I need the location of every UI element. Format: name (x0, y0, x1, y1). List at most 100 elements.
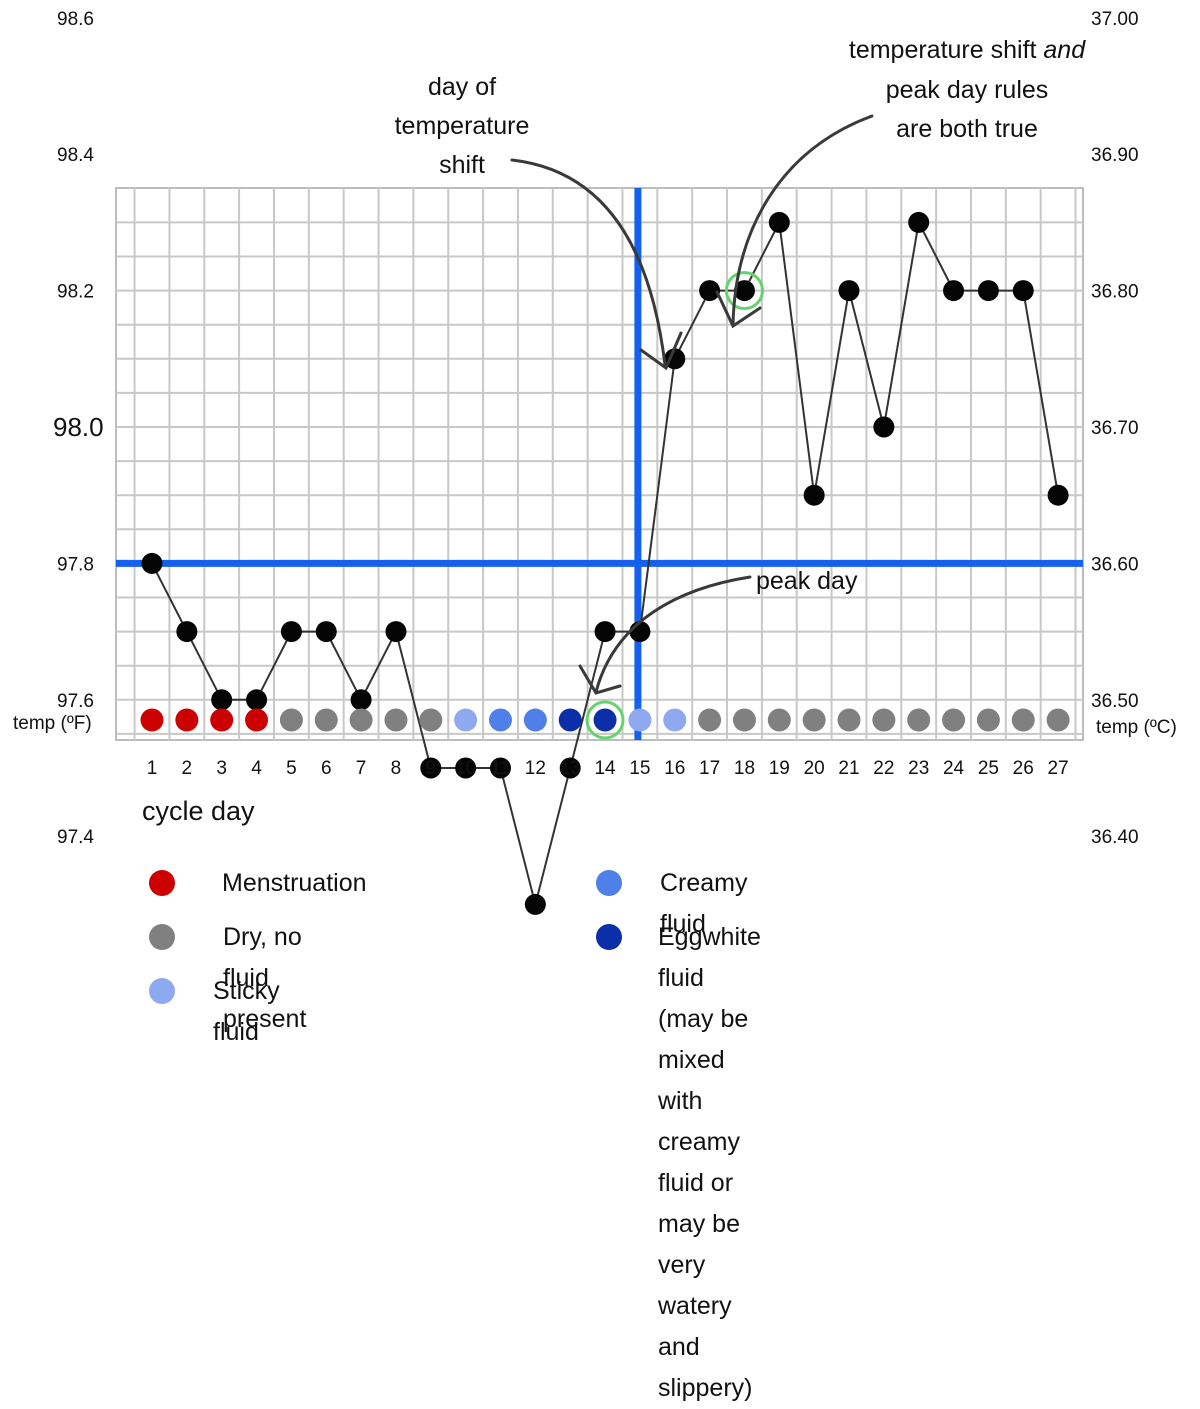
legend-swatch-dry (149, 924, 175, 950)
fluid-marker-dry (732, 708, 756, 732)
arrow-to-peak-day (594, 575, 752, 694)
x-tick-label: 16 (664, 758, 685, 779)
y-tick-label-c: 36.60 (1091, 554, 1139, 575)
x-tick-label: 17 (699, 758, 720, 779)
fluid-marker-eggwhite (558, 708, 582, 732)
fluid-marker-sticky (628, 708, 652, 732)
temperature-point (350, 689, 372, 711)
temperature-point (1047, 484, 1069, 506)
legend-label-sticky: Sticky fluid (213, 977, 280, 1046)
y-tick-label-c: 36.70 (1091, 418, 1139, 439)
x-tick-label: 24 (943, 758, 965, 779)
x-tick-label: 5 (286, 758, 297, 779)
temperature-point (141, 552, 163, 574)
temperature-point (699, 280, 721, 302)
temperature-point (873, 416, 895, 438)
temperature-point (733, 280, 755, 302)
x-tick-label: 10 (455, 758, 476, 779)
y-tick-label-f: 97.8 (57, 554, 94, 575)
arrowhead (639, 331, 683, 371)
fluid-marker-dry (314, 708, 338, 732)
temperature-point (664, 348, 686, 370)
x-tick-label: 21 (838, 758, 859, 779)
x-tick-label: 3 (216, 758, 227, 779)
x-tick-label: 23 (908, 758, 929, 779)
arrowhead (578, 664, 622, 695)
temperature-point (490, 757, 511, 779)
legend-label-creamy: Creamy fluid (660, 869, 748, 938)
y-axis-label-celsius: temp (ºC) (1096, 717, 1177, 738)
fluid-marker-eggwhite (593, 708, 617, 732)
fluid-marker-sticky (454, 708, 478, 732)
reference-lines (116, 188, 1083, 740)
legend-swatch-creamy (596, 870, 622, 896)
x-tick-label: 14 (594, 758, 616, 779)
temperature-point (524, 893, 546, 915)
fertility-chart: temp (ºF) temp (ºC) cycle day 98.698.498… (13, 9, 1177, 915)
y-tick-label-f: 98.4 (57, 145, 94, 166)
temperature-point (594, 621, 616, 643)
x-tick-label: 13 (560, 758, 581, 779)
annotation-day-of-shift: day of temperature shift (395, 73, 530, 179)
x-tick-label: 6 (321, 758, 332, 779)
temperature-point (385, 621, 407, 643)
legend-label-dry: Dry, no fluid present (223, 923, 307, 1033)
fluid-marker-sticky (663, 708, 687, 732)
arrow-to-rules-true (731, 114, 874, 327)
x-axis-label: cycle day (142, 796, 255, 826)
fluid-marker-dry (976, 708, 1000, 732)
y-tick-label-f: 98.0 (53, 412, 104, 442)
x-tick-label: 11 (491, 758, 511, 779)
legend-swatch-menstruation (149, 870, 175, 896)
x-tick-label: 22 (873, 758, 894, 779)
x-tick-label: 9 (426, 758, 437, 779)
temperature-point (246, 689, 268, 711)
rules-true-circle (724, 271, 764, 311)
x-tick-label: 1 (147, 758, 158, 779)
legend-swatch-sticky (149, 978, 175, 1004)
chart-grid (115, 187, 1084, 741)
temperature-point (176, 621, 198, 643)
temperature-series (141, 211, 1069, 915)
arrowhead (715, 290, 762, 329)
x-tick-label: 27 (1048, 758, 1069, 779)
fluid-markers-row (140, 708, 1070, 732)
x-tick-label: 26 (1013, 758, 1034, 779)
fluid-marker-dry (837, 708, 861, 732)
x-tick-label: 15 (629, 758, 650, 779)
axis-labels: temp (ºF) temp (ºC) cycle day 98.698.498… (13, 9, 1177, 848)
y-tick-label-c: 36.50 (1091, 691, 1139, 712)
y-axis-label-fahrenheit: temp (ºF) (13, 713, 92, 734)
x-tick-label: 4 (251, 758, 262, 779)
temperature-point (768, 211, 790, 233)
x-tick-label: 25 (978, 758, 999, 779)
legend-swatch-eggwhite (596, 924, 622, 950)
fluid-marker-dry (384, 708, 408, 732)
temperature-point (977, 280, 999, 302)
x-tick-label: 2 (182, 758, 193, 779)
fluid-marker-menstruation (140, 708, 164, 732)
temperature-point (838, 280, 860, 302)
peak-day-circle (585, 700, 625, 740)
temperature-point (559, 757, 581, 779)
x-tick-label: 19 (769, 758, 790, 779)
x-tick-label: 8 (391, 758, 402, 779)
y-tick-label-c: 36.40 (1091, 827, 1139, 848)
fluid-marker-creamy (523, 708, 547, 732)
arrow-to-shift-day (510, 158, 667, 367)
fluid-marker-dry (698, 708, 722, 732)
fluid-marker-dry (349, 708, 373, 732)
fluid-marker-menstruation (210, 708, 234, 732)
fluid-marker-dry (802, 708, 826, 732)
fluid-marker-dry (279, 708, 303, 732)
fluid-marker-dry (907, 708, 931, 732)
temperature-point (803, 484, 825, 506)
temperature-point (211, 689, 233, 711)
fluid-marker-dry (1046, 708, 1070, 732)
annotations: day of temperature shift temperature shift … (395, 36, 1086, 740)
x-tick-label: 20 (804, 758, 825, 779)
annotation-rules-true: temperature shift and peak day rules are b… (849, 36, 1086, 143)
x-tick-label: 18 (734, 758, 755, 779)
x-tick-label: 12 (525, 758, 546, 779)
temperature-point (455, 757, 477, 779)
